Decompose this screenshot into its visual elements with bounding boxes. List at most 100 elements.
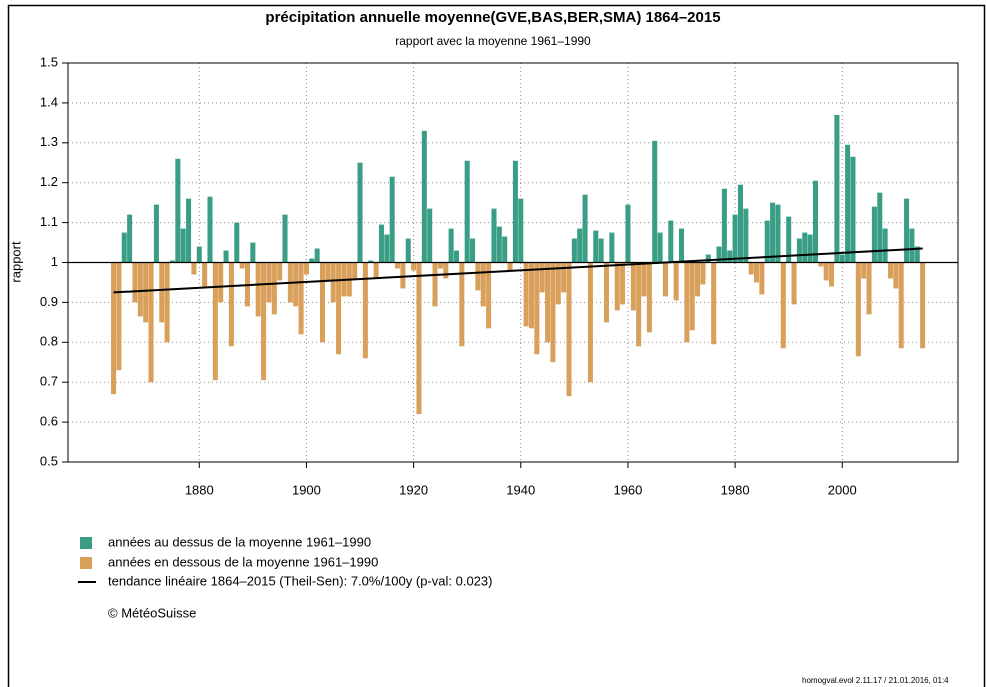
y-tick-label: 1.2 [40, 174, 58, 189]
bar [754, 262, 760, 283]
y-tick-label: 1.5 [40, 54, 58, 69]
bar [137, 262, 143, 317]
bar [132, 262, 138, 303]
footer: homogval.evol 2.11.17 / 21.01.2016, 01:4 [802, 676, 949, 685]
bar [620, 262, 626, 305]
bar [786, 216, 792, 263]
bar [566, 262, 572, 397]
bar [357, 162, 363, 263]
trend-line [113, 247, 923, 294]
bar [127, 214, 133, 263]
bar [673, 262, 679, 301]
bar [416, 262, 422, 415]
bar [684, 262, 690, 343]
bar [207, 196, 213, 263]
frame [7, 4, 986, 687]
bar [770, 202, 776, 263]
y-tick-label: 0.9 [40, 294, 58, 309]
bar [309, 258, 315, 263]
bar [512, 160, 518, 263]
y-axis-label: rapport [8, 241, 23, 283]
bar [700, 262, 706, 285]
bar [764, 220, 770, 263]
bar [443, 262, 449, 279]
bar [255, 262, 261, 317]
bar [759, 262, 765, 295]
bar [887, 262, 894, 279]
bar [603, 262, 610, 323]
bar [395, 262, 401, 269]
legend-swatch [80, 537, 92, 549]
x-tick-label: 1940 [506, 482, 535, 497]
bar [298, 262, 304, 335]
bar [196, 246, 202, 263]
bar [507, 262, 513, 271]
bar [796, 238, 802, 263]
bar [459, 262, 465, 347]
bar [405, 238, 411, 263]
bar [148, 262, 154, 383]
bar [845, 144, 851, 263]
bar [111, 262, 117, 395]
bar [319, 262, 326, 343]
bar [705, 254, 711, 263]
bar [555, 262, 561, 305]
bar [668, 220, 674, 263]
x-tick-label: 1880 [185, 482, 214, 497]
x-tick-label: 2000 [828, 482, 857, 497]
bar [261, 262, 267, 381]
bar [480, 262, 486, 307]
bar [169, 260, 176, 263]
bar [609, 232, 615, 263]
bar [518, 198, 524, 263]
bar [186, 198, 192, 263]
bar [218, 262, 224, 303]
y-tick-label: 1 [51, 254, 58, 269]
x-tick-label: 1900 [292, 482, 321, 497]
bar [432, 262, 438, 307]
bar [823, 262, 829, 281]
bar [743, 208, 749, 263]
bar [427, 208, 433, 263]
bar [893, 262, 899, 289]
bar [721, 188, 727, 263]
bar [223, 250, 229, 263]
bar [314, 248, 320, 263]
bar [400, 262, 406, 289]
bar [834, 114, 840, 263]
bar [662, 262, 668, 297]
bar [898, 262, 904, 349]
bar [550, 262, 556, 363]
y-tick-label: 1.4 [40, 94, 58, 109]
bar [689, 262, 695, 331]
bar [228, 262, 234, 347]
bar [839, 254, 845, 263]
bar [250, 242, 256, 263]
bar [780, 262, 786, 349]
bar [330, 262, 336, 303]
bar [121, 232, 127, 263]
bar [378, 224, 384, 263]
bar [818, 262, 824, 267]
bar [716, 246, 722, 263]
legend-label: tendance linéaire 1864–2015 (Theil-Sen):… [108, 573, 492, 588]
legend-label: années au dessus de la moyenne 1961–1990 [108, 534, 371, 549]
y-tick-label: 0.6 [40, 414, 58, 429]
bar [641, 262, 647, 297]
bar [159, 262, 165, 323]
bar [775, 204, 781, 263]
bar [325, 262, 331, 281]
bar [303, 262, 309, 275]
bar [636, 262, 642, 347]
legend-label: années en dessous de la moyenne 1961–199… [108, 554, 378, 569]
bar [909, 228, 915, 263]
bar [523, 262, 529, 327]
bar [528, 262, 535, 329]
bar [448, 228, 454, 263]
bar [657, 232, 663, 263]
bar [336, 262, 342, 355]
bar [164, 262, 170, 343]
bar [202, 262, 208, 287]
bar [153, 204, 159, 263]
y-tick-label: 1.1 [40, 214, 58, 229]
